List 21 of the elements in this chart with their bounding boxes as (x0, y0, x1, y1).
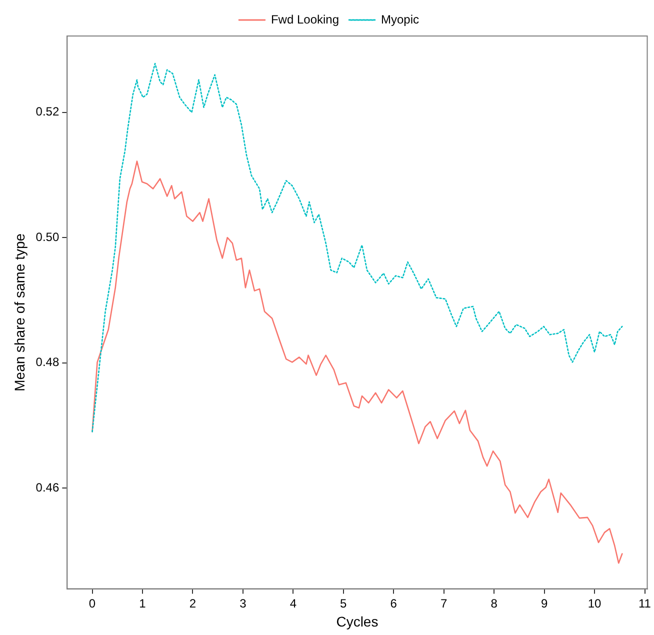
line-series (92, 62, 623, 432)
y-axis-title: Mean share of same type (11, 233, 28, 392)
y-tick-label: 0.46 (36, 480, 60, 494)
y-tick-label: 0.50 (36, 230, 60, 244)
x-tick-label: 7 (440, 596, 448, 610)
legend-label: Myopic (381, 12, 420, 26)
x-tick-label: 4 (290, 596, 297, 610)
x-tick-label: 5 (340, 596, 348, 610)
x-tick-label: 6 (390, 596, 398, 610)
x-tick-label: 8 (490, 596, 498, 610)
x-tick-label: 1 (139, 596, 146, 610)
y-tick-label: 0.52 (36, 104, 60, 119)
x-tick-label: 0 (88, 596, 96, 610)
x-tick-label: 11 (638, 596, 652, 610)
x-axis-title: Cycles (336, 613, 378, 630)
y-tick-label: 0.48 (36, 355, 60, 370)
legend-label: Fwd Looking (270, 12, 340, 26)
x-tick-label: 9 (540, 596, 548, 610)
x-tick-label: 3 (240, 596, 247, 610)
x-tick-label: 2 (189, 596, 196, 610)
x-tick-label: 10 (588, 596, 602, 610)
